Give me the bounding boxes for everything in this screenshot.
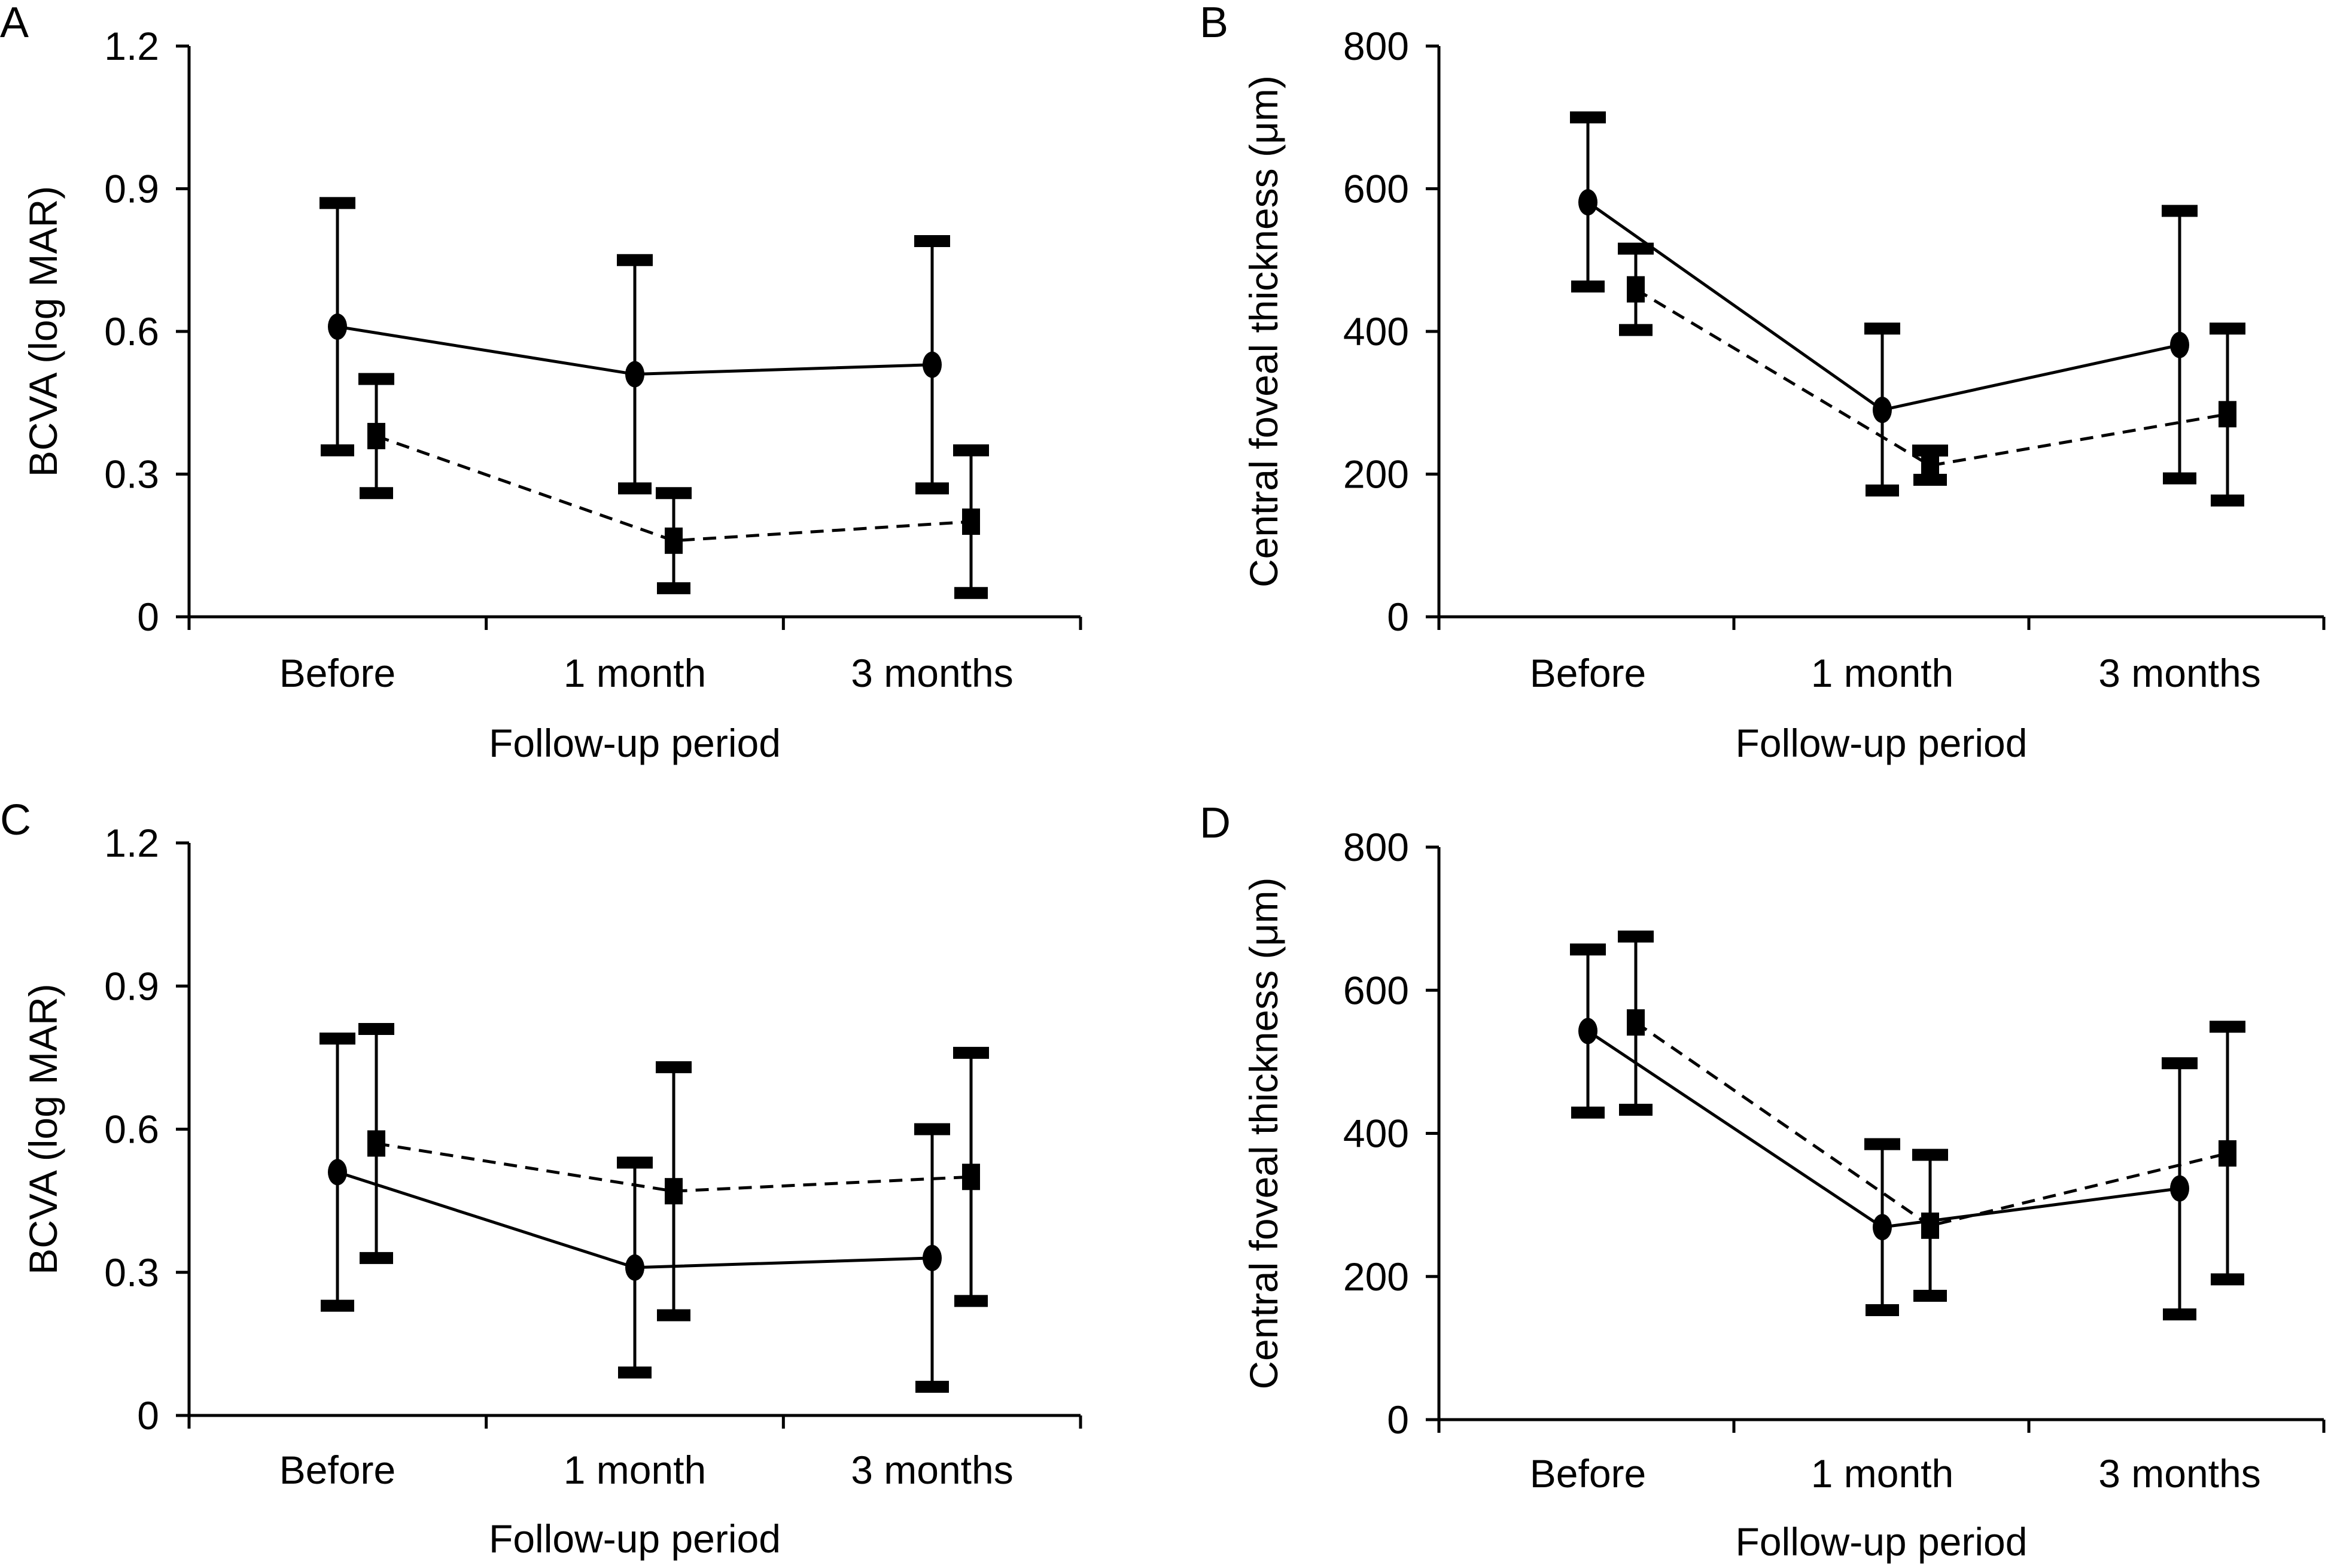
y-tick-label: 1.2 [104, 24, 159, 68]
data-point-square [962, 1164, 980, 1191]
data-point-square [665, 527, 683, 554]
y-tick-label: 800 [1343, 24, 1409, 68]
data-point-square [665, 1178, 683, 1205]
data-point-square [1921, 1212, 1939, 1239]
panel-b: B 0 200 400 600 800 Before 1 month 3 months Follo… [1200, 0, 2326, 765]
y-tick-label: 0 [1387, 595, 1409, 639]
panel-d: D 0 200 400 600 800 Before 1 month 3 months Follo… [1200, 799, 2326, 1564]
data-point-circle [1873, 397, 1892, 424]
panel-c: C 0 0.3 0.6 0.9 1.2 Before 1 month 3 months Follo… [0, 796, 1082, 1561]
data-point-square [1627, 276, 1645, 303]
x-tick-label: Before [279, 651, 395, 695]
y-tick-label: 1.2 [104, 821, 159, 865]
x-axis-title: Follow-up period [1736, 1520, 2028, 1564]
series-solid-circle [1570, 943, 2198, 1321]
panel-letter: D [1200, 799, 1231, 847]
y-tick-label: 0 [137, 1393, 159, 1438]
data-point-circle [2170, 331, 2189, 358]
y-tick-label: 200 [1343, 452, 1409, 497]
y-tick-label: 0.9 [104, 167, 159, 211]
x-axis-title: Follow-up period [489, 1517, 781, 1561]
x-tick-label: 3 months [2098, 651, 2260, 695]
x-tick-label: 3 months [851, 1448, 1013, 1492]
x-tick-label: 3 months [2098, 1451, 2260, 1496]
y-axis-title: Central foveal thickness (μm) [1241, 878, 1286, 1390]
data-point-circle [328, 1159, 347, 1186]
y-tick-label: 600 [1343, 167, 1409, 211]
x-tick-label: 1 month [1811, 1451, 1953, 1496]
series-solid-circle [319, 197, 950, 495]
data-point-square [367, 1130, 385, 1157]
data-point-circle [625, 361, 644, 388]
y-tick-label: 0.3 [104, 1250, 159, 1295]
series-solid-circle [1570, 111, 2198, 497]
panel-a: A 0 0.3 0.6 0.9 1.2 Before 1 month 3 months Follo… [0, 0, 1082, 765]
y-tick-label: 0.6 [104, 309, 159, 354]
y-tick-label: 0.9 [104, 964, 159, 1008]
series-dashed-square [358, 373, 989, 599]
data-point-circle [1578, 1018, 1597, 1045]
data-point-circle [1873, 1214, 1892, 1241]
series-dashed-square [358, 1023, 989, 1322]
data-point-circle [328, 313, 347, 340]
x-tick-label: 1 month [564, 1448, 706, 1492]
x-tick-label: 1 month [564, 651, 706, 695]
y-tick-label: 600 [1343, 968, 1409, 1012]
data-point-circle [1578, 189, 1597, 216]
data-point-circle [2170, 1175, 2189, 1202]
data-point-circle [923, 1244, 942, 1271]
panel-letter: C [0, 796, 31, 844]
data-point-square [1921, 452, 1939, 479]
series-line [376, 1141, 972, 1193]
x-axis-title: Follow-up period [1736, 721, 2028, 765]
data-point-square [962, 509, 980, 535]
y-tick-label: 800 [1343, 825, 1409, 869]
y-tick-label: 400 [1343, 309, 1409, 354]
y-axis-title: BCVA (log MAR) [21, 984, 65, 1275]
x-tick-label: 1 month [1811, 651, 1953, 695]
data-point-square [2219, 401, 2236, 428]
data-point-circle [923, 351, 942, 378]
y-tick-label: 0.6 [104, 1107, 159, 1152]
data-point-square [2219, 1140, 2236, 1167]
y-axis-title: BCVA (log MAR) [21, 186, 65, 477]
panel-letter: B [1200, 0, 1228, 47]
y-tick-label: 0 [137, 595, 159, 639]
x-tick-label: Before [1530, 651, 1646, 695]
data-point-square [1627, 1009, 1645, 1036]
y-tick-label: 200 [1343, 1255, 1409, 1299]
panel-letter: A [0, 0, 29, 47]
data-point-square [367, 422, 385, 449]
series-dashed-square [1618, 242, 2245, 507]
x-tick-label: Before [279, 1448, 395, 1492]
series-dashed-square [1618, 930, 2245, 1302]
x-tick-label: 3 months [851, 651, 1013, 695]
y-tick-label: 400 [1343, 1112, 1409, 1156]
y-tick-label: 0.3 [104, 452, 159, 497]
x-tick-label: Before [1530, 1451, 1646, 1496]
data-point-circle [625, 1254, 644, 1281]
x-axis-title: Follow-up period [489, 721, 781, 765]
series-line [1635, 288, 2228, 467]
y-tick-label: 0 [1387, 1398, 1409, 1442]
series-solid-circle [319, 1032, 950, 1393]
y-axis-title: Central foveal thickness (μm) [1241, 75, 1286, 587]
